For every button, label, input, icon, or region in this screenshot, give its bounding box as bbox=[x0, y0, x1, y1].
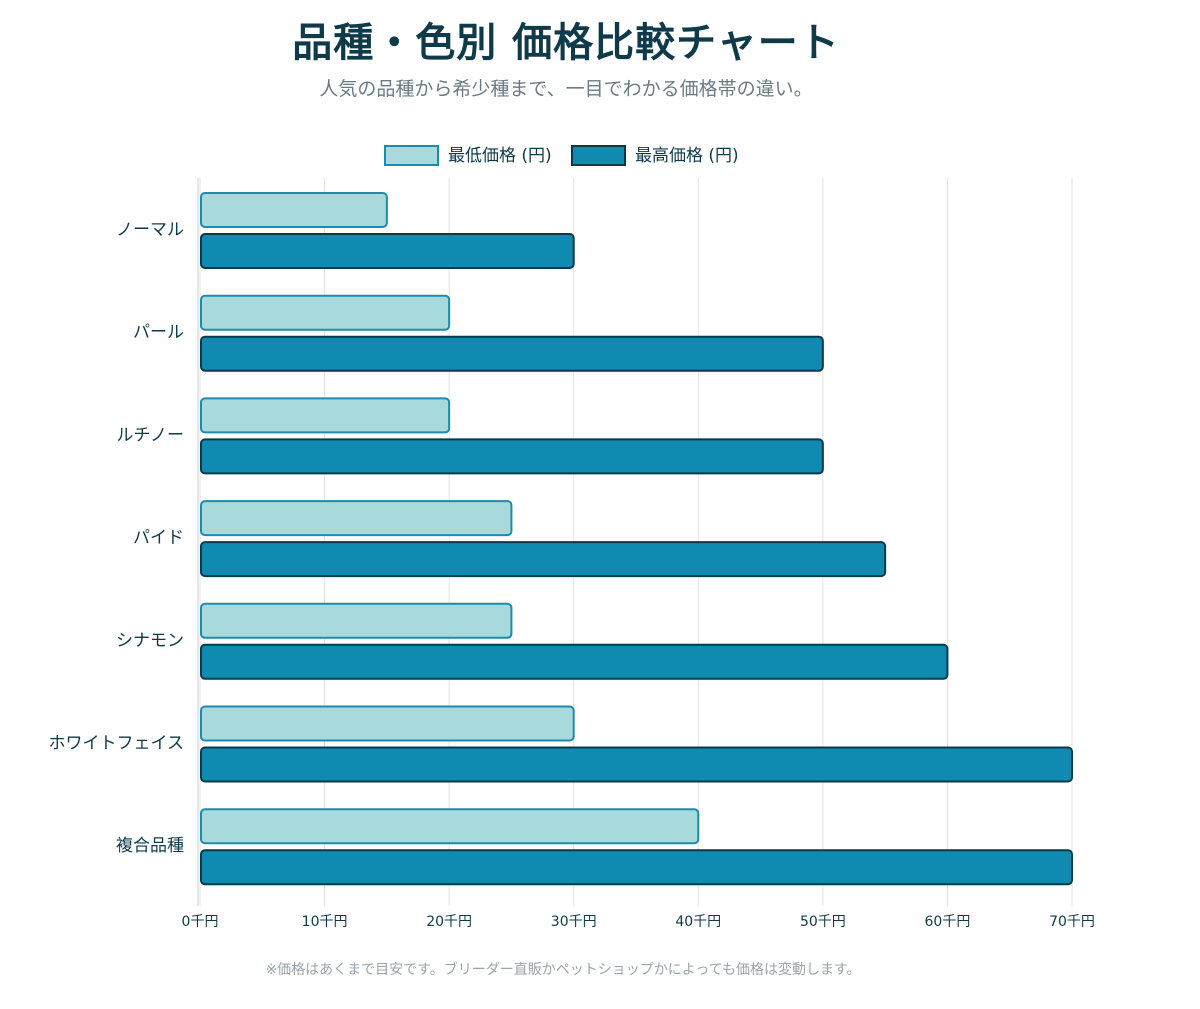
bar-max-price bbox=[200, 233, 575, 269]
category-label: ホワイトフェイス bbox=[49, 734, 185, 754]
bar-min-price bbox=[200, 500, 513, 537]
bar-min-price bbox=[200, 294, 451, 331]
legend-swatch-min bbox=[384, 145, 439, 166]
bar-max-price bbox=[200, 746, 1073, 783]
legend-label: 最低価格 (円) bbox=[448, 146, 552, 166]
x-tick-label: 30千円 bbox=[551, 914, 597, 930]
bar-max-price bbox=[200, 438, 824, 475]
bar-max-price bbox=[200, 335, 824, 372]
x-tick-label: 60千円 bbox=[925, 914, 971, 930]
x-tick-label: 70千円 bbox=[1049, 914, 1095, 930]
footnote: ※価格はあくまで目安です。ブリーダー直販かペットショップかによっても価格は変動し… bbox=[265, 962, 861, 978]
bar-min-price bbox=[200, 808, 700, 845]
x-tick-label: 0千円 bbox=[182, 914, 219, 930]
category-label: ノーマル bbox=[116, 220, 184, 240]
legend-label: 最高価格 (円) bbox=[635, 146, 739, 166]
bar-min-price bbox=[200, 705, 575, 742]
x-tick-label: 10千円 bbox=[302, 914, 348, 930]
bar-max-price bbox=[200, 849, 1073, 886]
bar-max-price bbox=[200, 643, 949, 680]
category-label: 複合品種 bbox=[116, 836, 184, 856]
x-tick-label: 40千円 bbox=[675, 914, 721, 930]
x-tick-label: 50千円 bbox=[800, 914, 846, 930]
bar-min-price bbox=[200, 397, 451, 434]
bar-min-price bbox=[200, 602, 513, 639]
category-label: シナモン bbox=[116, 631, 184, 651]
bar-max-price bbox=[200, 541, 887, 578]
x-axis: 0千円 10千円 20千円 30千円 40千円 50千円 60千円 70千円 bbox=[182, 178, 1095, 930]
chart-subtitle: 人気の品種から希少種まで、一目でわかる価格帯の違い。 bbox=[319, 78, 813, 100]
category-label: ルチノー bbox=[117, 425, 185, 445]
category-label: パイド bbox=[133, 528, 184, 548]
legend-swatch-max bbox=[571, 145, 626, 166]
category-label: パール bbox=[133, 323, 184, 343]
x-tick-label: 20千円 bbox=[426, 914, 472, 930]
legend: 最低価格 (円) 最高価格 (円) bbox=[384, 145, 739, 166]
chart-title: 品種・色別 価格比較チャート bbox=[292, 20, 840, 66]
bar-min-price bbox=[200, 192, 388, 228]
bars bbox=[200, 192, 1073, 886]
